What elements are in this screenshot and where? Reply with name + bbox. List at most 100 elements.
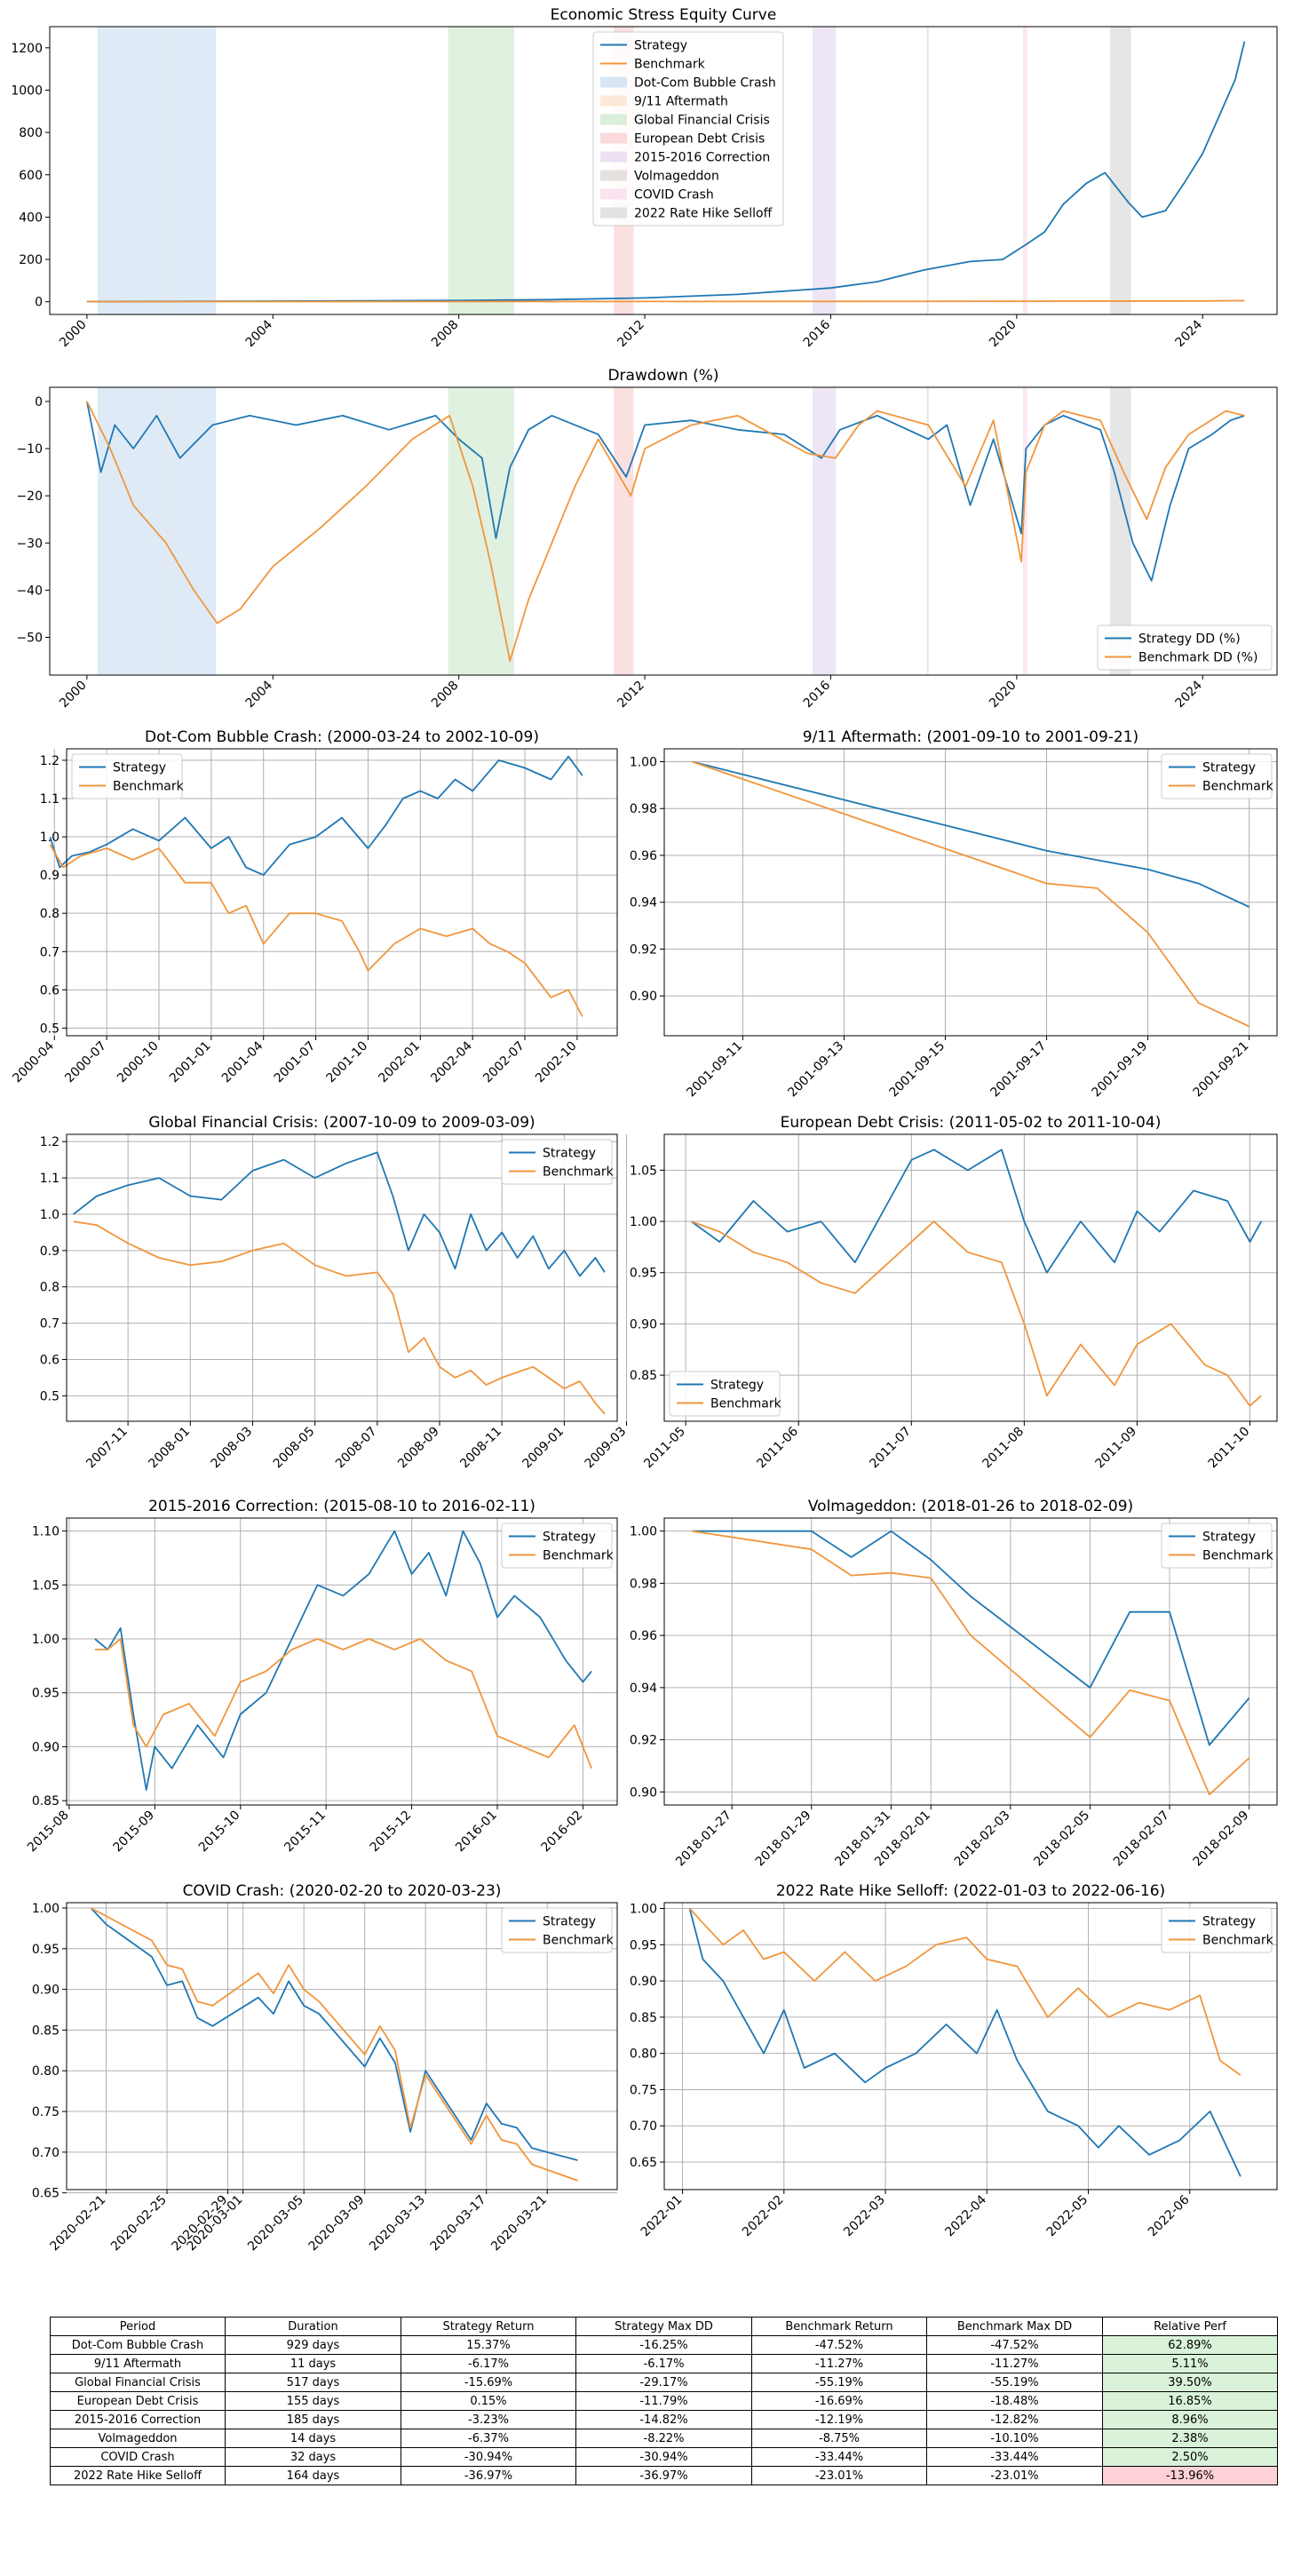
cell-duration: 164 days [225, 2466, 401, 2485]
y-tick-label: 0.96 [630, 849, 657, 863]
legend-label: Benchmark [710, 1397, 782, 1411]
axes-frame [663, 1133, 1278, 1422]
series-line-benchmark [692, 1530, 1250, 1796]
series-line-benchmark-dd- [86, 401, 1245, 662]
y-tick-label: 1.1 [40, 792, 59, 807]
cell-strategy-max-dd: -14.82% [575, 2410, 752, 2429]
x-tick-label: 2020-03-09 [306, 2193, 368, 2254]
y-tick-label: 1.00 [630, 1903, 657, 1917]
header-period: Period [50, 2317, 226, 2336]
y-tick-label: 1.00 [630, 1215, 657, 1229]
x-tick-label: 2022-06 [1146, 2192, 1193, 2239]
x-tick-label: 2015-08 [25, 1809, 72, 1856]
x-tick-label: 2001-07 [272, 1039, 319, 1086]
x-tick-label: 2020 [987, 318, 1019, 351]
x-tick-label: 2000-10 [115, 1039, 162, 1086]
crisis-span [97, 27, 216, 314]
x-tick-label: 2002-04 [428, 1038, 475, 1085]
y-tick-label: 0.85 [630, 2011, 657, 2025]
x-tick-label: 2008-09 [395, 1425, 442, 1472]
y-tick-label: 0.95 [630, 1267, 657, 1281]
x-tick-label: 2011-07 [867, 1425, 914, 1472]
x-tick-label: 2012 [615, 318, 647, 351]
x-tick-label: 2015-12 [368, 1809, 415, 1856]
series-line-benchmark [691, 1220, 1262, 1407]
x-tick-label: 2008-11 [457, 1425, 504, 1472]
chart-title: 9/11 Aftermath: (2001-09-10 to 2001-09-2… [803, 728, 1138, 746]
crisis-span [926, 387, 929, 675]
x-tick-label: 2009-01 [520, 1425, 567, 1472]
x-tick-label: 2011-09 [1093, 1425, 1140, 1472]
cell-strategy-return: -6.37% [401, 2429, 576, 2448]
y-tick-label: 0.75 [32, 2105, 59, 2119]
x-tick-label: 2000 [57, 318, 90, 351]
table-header-row: Period Duration Strategy Return Strategy… [50, 2317, 1278, 2336]
crisis-span [448, 27, 514, 314]
series-line-strategy-dd- [86, 401, 1245, 582]
y-tick-label: 0.85 [32, 2023, 59, 2038]
cell-benchmark-max-dd: -47.52% [926, 2335, 1103, 2355]
axes-frame [66, 1902, 618, 2190]
x-tick-label: 2001-09-17 [988, 1039, 1050, 1101]
y-tick-label: 0.8 [40, 1281, 59, 1295]
x-tick-label: 2015-09 [110, 1809, 157, 1856]
y-tick-label: 0.6 [40, 983, 59, 998]
x-tick-label: 2000-07 [62, 1039, 109, 1086]
x-tick-label: 2004 [243, 678, 276, 711]
x-tick-label: 2015-11 [282, 1809, 329, 1856]
x-tick-label: 2001-09-21 [1191, 1039, 1252, 1101]
legend-label: Benchmark [543, 1549, 615, 1563]
chart-title: European Debt Crisis: (2011-05-02 to 201… [781, 1114, 1162, 1132]
legend: Strategy Benchmark [501, 1139, 615, 1185]
series-line-strategy [692, 1530, 1250, 1746]
y-tick-label: 1.1 [40, 1172, 59, 1186]
header-benchmark-return: Benchmark Return [751, 2317, 927, 2336]
y-tick-label: 1200 [11, 42, 43, 56]
x-tick-label: 2007-11 [83, 1425, 131, 1472]
series-line-benchmark [90, 1907, 578, 2182]
y-tick-label: 0.96 [630, 1629, 657, 1643]
legend-swatch [600, 95, 627, 107]
chart-volmageddon: Volmageddon: (2018-01-26 to 2018-02-09) 0… [630, 1498, 1278, 1869]
x-tick-label: 2022-02 [740, 2193, 787, 2240]
y-tick-label: 0.8 [40, 907, 59, 921]
crisis-span [614, 387, 634, 675]
table-row: COVID Crash 32 days -30.94% -30.94% -33.44% -… [50, 2447, 1278, 2467]
legend-label: Benchmark [543, 1165, 615, 1180]
cell-benchmark-return: -55.19% [751, 2373, 927, 2392]
y-tick-label: 1.0 [40, 831, 59, 845]
y-tick-label: 0.80 [630, 2047, 657, 2062]
y-tick-label: −30 [16, 537, 43, 551]
cell-benchmark-max-dd: -12.82% [926, 2410, 1103, 2429]
y-tick-label: 0.65 [32, 2187, 59, 2201]
y-tick-label: 1.2 [40, 754, 59, 768]
legend-frame [1161, 1523, 1273, 1569]
axes-frame [66, 1517, 618, 1806]
cell-duration: 11 days [225, 2354, 401, 2373]
legend-label: 2022 Rate Hike Selloff [634, 207, 773, 221]
cell-benchmark-return: -8.75% [751, 2429, 927, 2448]
y-tick-label: 0.94 [630, 896, 657, 910]
x-tick-label: 2001-04 [219, 1038, 266, 1085]
cell-benchmark-return: -12.19% [751, 2410, 927, 2429]
x-tick-label: 2008-03 [209, 1425, 256, 1472]
axes-frame [663, 1517, 1278, 1806]
cell-period: COVID Crash [50, 2447, 226, 2467]
y-tick-label: 0.90 [630, 1975, 657, 1989]
table-row: 2022 Rate Hike Selloff 164 days -36.97% -36… [50, 2466, 1278, 2485]
cell-period: European Debt Crisis [50, 2391, 226, 2411]
legend: Strategy Benchmark [501, 1523, 615, 1569]
cell-period: 2015-2016 Correction [50, 2410, 226, 2429]
x-tick-label: 2020-03-13 [367, 2193, 428, 2254]
y-tick-label: 1.05 [32, 1578, 59, 1593]
y-tick-label: 0.70 [630, 2119, 657, 2134]
legend-label: Benchmark [1202, 1934, 1274, 1948]
cell-strategy-return: -36.97% [401, 2466, 576, 2485]
y-tick-label: 0.75 [630, 2083, 657, 2097]
x-tick-label: 2022-01 [639, 2193, 686, 2240]
legend-label: Strategy [1202, 761, 1256, 775]
crisis-span [165, 27, 167, 314]
x-tick-label: 2009-03 [583, 1425, 630, 1472]
cell-relative-perf: 39.50% [1102, 2373, 1278, 2392]
series-line-strategy [94, 1530, 592, 1791]
